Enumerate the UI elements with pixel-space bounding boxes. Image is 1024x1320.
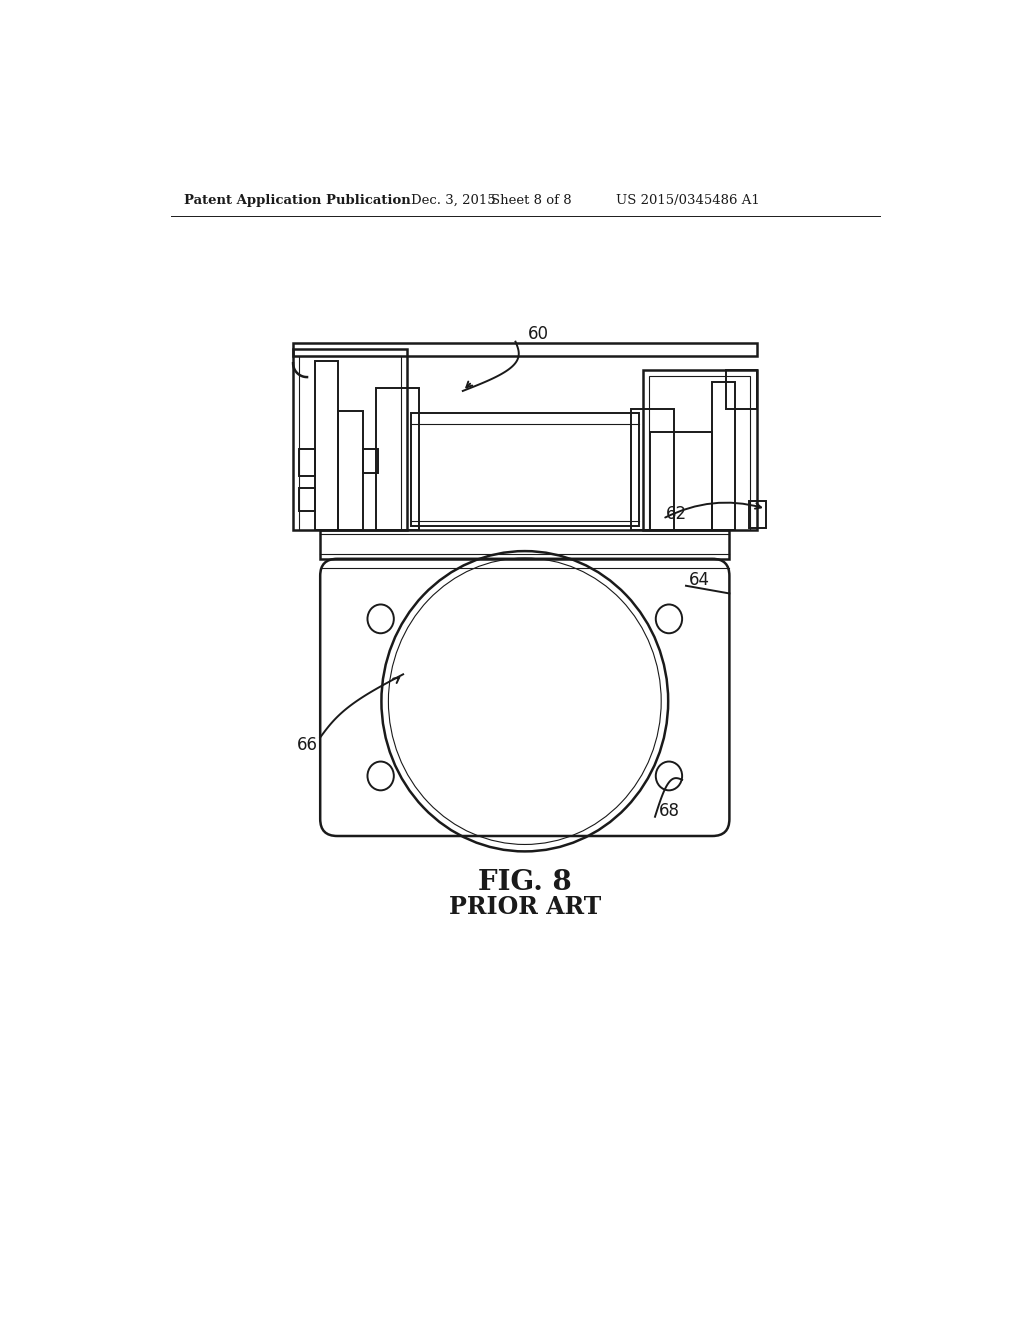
Bar [649, 376, 751, 529]
Bar [299, 355, 400, 529]
Bar [712, 381, 735, 529]
Text: 60: 60 [528, 325, 549, 343]
Bar [299, 488, 314, 511]
Text: 66: 66 [297, 737, 317, 754]
Text: 62: 62 [666, 506, 687, 523]
Text: 68: 68 [658, 803, 680, 820]
Bar [650, 432, 712, 529]
Bar [631, 409, 674, 529]
Bar [749, 502, 766, 528]
Text: FIG. 8: FIG. 8 [478, 869, 571, 896]
Text: 64: 64 [689, 572, 710, 589]
Bar [321, 529, 729, 558]
Bar [726, 370, 757, 409]
Bar [643, 370, 757, 529]
Text: PRIOR ART: PRIOR ART [449, 895, 601, 919]
Bar [362, 449, 378, 473]
Bar [338, 411, 362, 529]
Text: Patent Application Publication: Patent Application Publication [183, 194, 411, 207]
Bar [411, 412, 639, 525]
Bar [293, 343, 757, 355]
Bar [299, 449, 314, 477]
Text: Dec. 3, 2015: Dec. 3, 2015 [411, 194, 496, 207]
Bar [293, 350, 407, 529]
Text: Sheet 8 of 8: Sheet 8 of 8 [490, 194, 571, 207]
Bar [376, 388, 419, 529]
Text: US 2015/0345486 A1: US 2015/0345486 A1 [616, 194, 760, 207]
Bar [314, 360, 338, 529]
